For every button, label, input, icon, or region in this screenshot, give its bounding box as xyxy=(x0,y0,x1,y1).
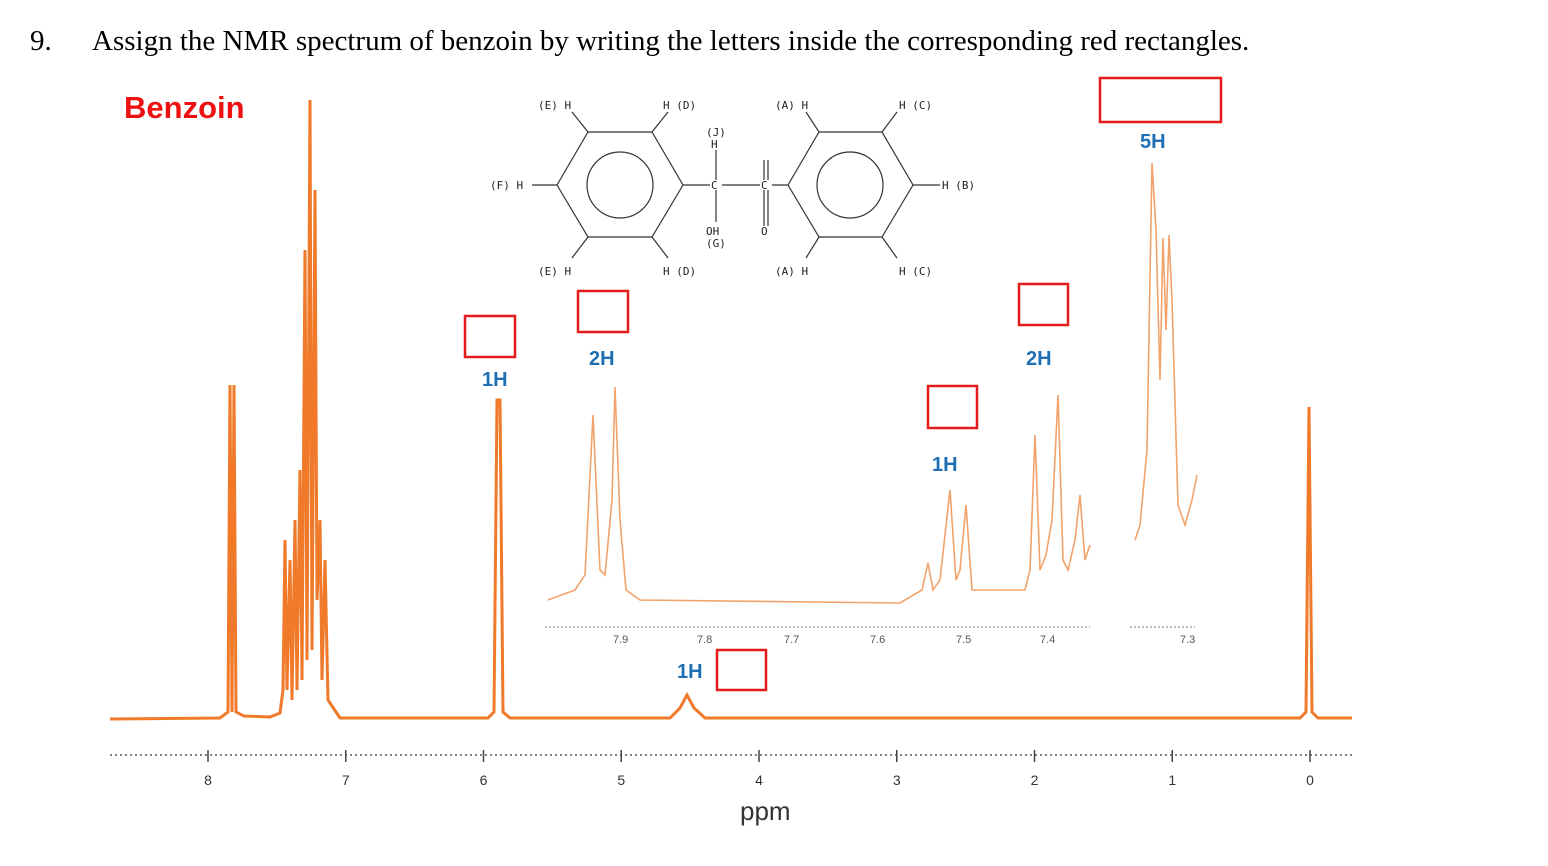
tick-label: 3 xyxy=(893,772,901,788)
answer-box xyxy=(1098,76,1223,124)
tick-label: 1 xyxy=(1168,772,1176,788)
inset-tick-label: 7.4 xyxy=(1040,634,1055,646)
atom-label: (A) H xyxy=(775,99,808,112)
atom-label: (E) H xyxy=(538,265,571,278)
tick-label: 8 xyxy=(204,772,212,788)
ring-circle xyxy=(586,151,654,219)
answer-box xyxy=(926,384,979,430)
integration: 5H xyxy=(1140,131,1166,153)
atom-label: (E) H xyxy=(538,99,571,112)
atom-label: (J) xyxy=(706,126,726,139)
tick-label: 7 xyxy=(342,772,350,788)
answer-box xyxy=(576,289,630,334)
question-text: Assign the NMR spectrum of benzoin by wr… xyxy=(92,25,1249,57)
tick-label: 0 xyxy=(1306,772,1314,788)
integration: 2H xyxy=(1026,348,1052,370)
atom-label: OH xyxy=(706,225,719,238)
atom-label: H xyxy=(711,138,718,151)
axis-title: ppm xyxy=(740,796,791,826)
integration: 1H xyxy=(932,454,958,476)
inset-tick-label: 7.6 xyxy=(870,634,885,646)
ring-circle xyxy=(816,151,884,219)
compound-name: Benzoin xyxy=(124,90,245,125)
atom-label: H (D) xyxy=(663,99,696,112)
integration: 1H xyxy=(482,369,508,391)
answer-box xyxy=(463,314,517,359)
tick-label: 2 xyxy=(1031,772,1039,788)
inset-tick-label: 7.3 xyxy=(1180,634,1195,646)
atom-label: C xyxy=(761,179,768,192)
atom-label: (F) H xyxy=(490,179,523,192)
atom-label: C xyxy=(711,179,718,192)
atom-label: (G) xyxy=(706,237,726,250)
atom-label: (A) H xyxy=(775,265,808,278)
inset-spectrum xyxy=(547,162,1198,604)
inset-tick-label: 7.5 xyxy=(956,634,971,646)
tick-label: 5 xyxy=(617,772,625,788)
answer-box xyxy=(1017,282,1070,327)
atom-label: H (C) xyxy=(899,265,932,278)
ring xyxy=(787,131,914,238)
atom-label: H (D) xyxy=(663,265,696,278)
bonds xyxy=(532,111,940,259)
inset-tick-label: 7.9 xyxy=(613,634,628,646)
atom-label: H (C) xyxy=(899,99,932,112)
inset-tick-label: 7.7 xyxy=(784,634,799,646)
atom-label: H (B) xyxy=(942,179,975,192)
atom-label: O xyxy=(761,225,768,238)
question-number: 9. xyxy=(30,25,52,57)
integration: 1H xyxy=(677,661,703,683)
answer-box xyxy=(715,648,768,692)
structure: (E) H H (D) (A) H H (C) (J) H (F) H C C … xyxy=(490,99,975,278)
tick-label: 4 xyxy=(755,772,763,788)
inset-tick-label: 7.8 xyxy=(697,634,712,646)
spectrum xyxy=(109,99,1352,721)
integration: 2H xyxy=(589,348,615,370)
ring xyxy=(556,131,684,238)
tick-label: 6 xyxy=(480,772,488,788)
